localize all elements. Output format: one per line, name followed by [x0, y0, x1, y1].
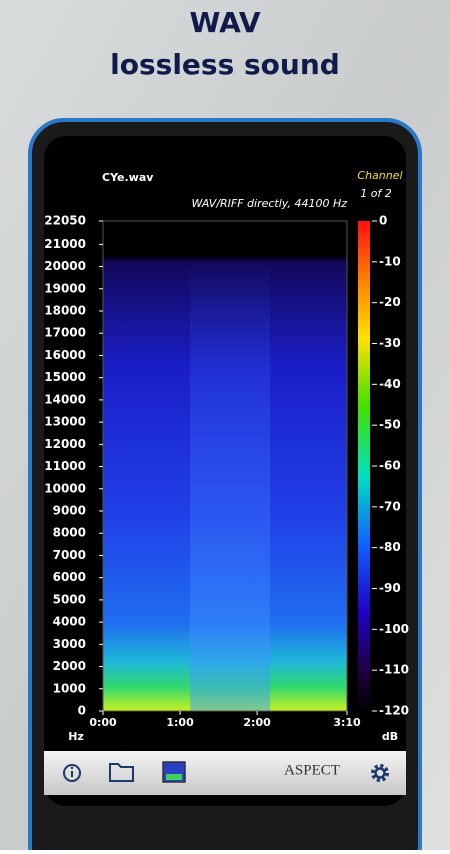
channel-value: 1 of 2 [360, 187, 392, 200]
info-icon-stem [71, 771, 73, 777]
x-tick-label: 1:00 [166, 716, 194, 729]
x-tick-label: 3:10 [333, 716, 361, 729]
spectrogram [102, 220, 348, 712]
file-name: CYe.wav [102, 171, 154, 184]
settings-button[interactable] [371, 764, 389, 782]
y-unit: Hz [68, 730, 84, 743]
y-tick-label: 21000 [44, 237, 86, 251]
plot-frame [102, 220, 348, 712]
y-tick-label: 9000 [53, 504, 86, 518]
colorbar-tick-label: -30 [379, 336, 401, 350]
x-tick-label: 2:00 [243, 716, 271, 729]
y-tick-label: 4000 [53, 615, 86, 629]
x-tick-label: 0:00 [89, 716, 117, 729]
y-tick-label: 15000 [44, 370, 86, 384]
spectrum-view-icon [166, 774, 182, 780]
promo-title: WAV [189, 6, 260, 39]
y-tick-label: 14000 [44, 392, 86, 406]
y-tick-label: 10000 [44, 481, 86, 495]
colorbar-tick-label: -80 [379, 540, 401, 554]
y-tick-label: 22050 [44, 214, 86, 228]
y-tick-label: 13000 [44, 415, 86, 429]
colorbar [358, 221, 370, 711]
y-tick-label: 16000 [44, 348, 86, 362]
gear-teeth [371, 764, 389, 782]
toolbar [44, 751, 406, 795]
info-icon [63, 764, 81, 782]
y-tick-label: 2000 [53, 659, 86, 673]
colorbar-tick-label: -10 [379, 254, 401, 268]
info-icon-dot [70, 766, 74, 770]
colorbar-tick-label: -50 [379, 418, 401, 432]
promo-subtitle: lossless sound [110, 48, 340, 81]
open-folder-button[interactable] [109, 763, 134, 782]
y-tick-label: 1000 [53, 681, 86, 695]
colorbar-tick-label: -60 [379, 459, 401, 473]
colorbar-tick-label: 0 [379, 214, 387, 228]
y-tick-label: 5000 [53, 592, 86, 606]
brand: ASPECT [284, 762, 340, 778]
colorbar-tick-label: -110 [379, 663, 409, 677]
y-tick-label: 7000 [53, 548, 86, 562]
format-info: WAV/RIFF directly, 44100 Hz [191, 197, 347, 210]
channel-label: Channel [357, 169, 402, 182]
y-tick-label: 18000 [44, 304, 86, 318]
colorbar-tick-label: -70 [379, 499, 401, 513]
y-tick-label: 11000 [44, 459, 86, 473]
colorbar-tick-label: -20 [379, 295, 401, 309]
y-tick-label: 20000 [44, 259, 86, 273]
y-tick-label: 0 [78, 704, 86, 718]
colorbar-tick-label: -40 [379, 377, 401, 391]
y-tick-label: 3000 [53, 637, 86, 651]
y-tick-label: 6000 [53, 570, 86, 584]
spectrogram-band [190, 260, 270, 711]
colorbar-tick-label: -90 [379, 581, 401, 595]
y-tick-label: 12000 [44, 437, 86, 451]
y-tick-label: 8000 [53, 526, 86, 540]
gear-body [374, 767, 386, 779]
colorbar-tick-label: -120 [379, 704, 409, 718]
info-button[interactable] [63, 764, 81, 782]
colorbar-tick-label: -100 [379, 622, 409, 636]
y-tick-label: 17000 [44, 326, 86, 340]
y-tick-label: 19000 [44, 281, 86, 295]
colorbar-unit: dB [382, 730, 398, 743]
